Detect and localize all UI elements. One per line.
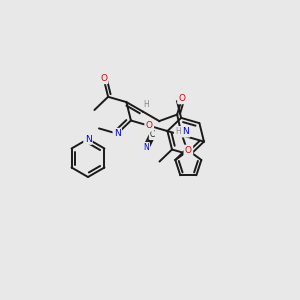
Text: N: N (183, 127, 189, 136)
Text: N: N (143, 143, 149, 152)
Text: C: C (150, 130, 155, 139)
Text: H: H (143, 100, 149, 109)
Text: O: O (178, 94, 185, 103)
Text: O: O (146, 121, 153, 130)
Text: N: N (85, 134, 92, 143)
Text: O: O (100, 74, 107, 83)
Text: H: H (175, 127, 181, 136)
Text: O: O (185, 146, 192, 155)
Text: N: N (114, 129, 121, 138)
